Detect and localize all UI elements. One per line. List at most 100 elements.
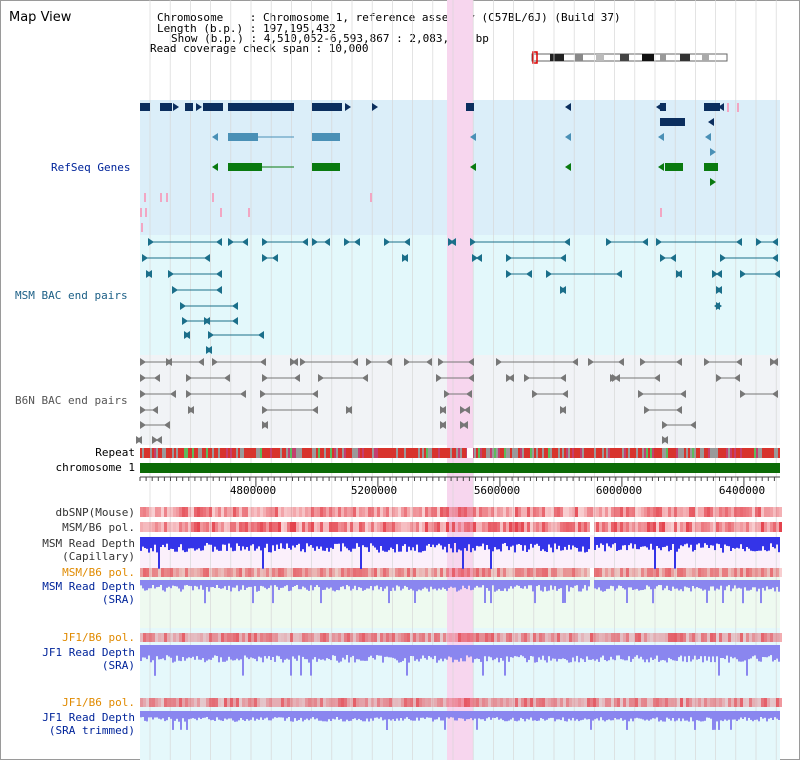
dbsnp-strip [713,507,716,517]
msm-capillary-depth-bar [142,537,144,547]
jf1-trim-depth-bar [142,711,144,717]
jf1-depth-bar [368,645,370,658]
chromosome-ideogram[interactable] [530,51,730,65]
msm-capillary-depth-bar [692,537,694,552]
repeat-segment [722,448,724,458]
msm-sra-depth-bar [324,580,326,590]
dbsnp-strip [620,507,623,517]
jf1-trim-depth-bar [592,711,594,721]
jf1-trim-pol-strip [248,698,251,707]
jf1-trim-depth-bar [398,711,400,721]
refseq-minor-mark [737,103,739,112]
jf1-trim-depth-bar [472,711,474,721]
msm-sra-pol-strip [473,568,476,577]
jf1-depth-bar [584,645,586,662]
msm-pol-strip [476,522,479,532]
jf1-trim-depth-bar [298,711,300,720]
jf1-depth-bar [714,645,716,663]
jf1-pol-strip [398,633,401,642]
msm-sra-depth-bar [514,580,516,587]
refseq-gene [466,103,474,111]
msm-sra-depth-bar [608,580,610,589]
b6n-bac-pair-end [346,406,352,414]
msm-bac-pair-end [660,254,666,262]
jf1-pol-strip [212,633,215,642]
msm-sra-pol-strip [578,568,581,577]
axis-tick-label: 5200000 [351,484,397,497]
msm-capillary-depth-bar [502,537,504,544]
msm-sra-depth-bar [538,580,540,586]
jf1-depth-bar [682,645,684,662]
jf1-trim-pol-strip [779,698,782,707]
msm-sra-depth-bar [706,580,708,603]
track-label-msm-bac[interactable]: MSM BAC end pairs [15,289,128,302]
refseq-gene [312,103,342,111]
jf1-depth-bar [286,645,288,659]
msm-capillary-depth-bar [562,537,564,551]
msm-sra-depth-bar [302,580,304,587]
msm-sra-depth-bar [384,580,386,589]
msm-capillary-depth-bar [594,537,596,550]
track-label-b6n-bac[interactable]: B6N BAC end pairs [15,394,128,407]
jf1-depth-bar [240,645,242,660]
msm-bac-pair-end [384,238,390,246]
repeat-segment [620,448,622,458]
jf1-depth-bar [514,645,516,657]
b6n-bac-pair-end [466,390,472,398]
jf1-trim-depth-bar [614,711,616,718]
msm-capillary-depth-bar [718,537,720,545]
msm-capillary-depth-bar [768,537,770,551]
msm-sra-depth-bar [526,580,528,589]
msm-capillary-depth-bar [662,537,664,548]
jf1-trim-depth-bar [590,711,592,730]
msm-sra-pol-strip [299,568,302,577]
jf1-depth-bar [626,645,628,661]
dbsnp-strip [767,507,770,517]
msm-pol-strip [728,522,731,532]
jf1-trim-pol-strip [203,698,206,707]
jf1-trim-pol-strip [512,698,515,707]
msm-sra-pol-strip [431,568,434,577]
jf1-trim-depth-bar [354,711,356,719]
msm-bac-pair-end [676,270,682,278]
repeat-segment [428,448,430,458]
repeat-segment [318,448,320,458]
track-label-refseq[interactable]: RefSeq Genes [51,161,131,174]
msm-sra-pol-strip [284,568,287,577]
jf1-depth-bar [198,645,200,660]
jf1-depth-bar [200,645,202,660]
msm-capillary-depth-bar [672,537,674,544]
dbsnp-strip [242,507,245,517]
refseq-gene [228,133,258,141]
jf1-pol-strip [329,633,332,642]
jf1-trim-depth-bar [664,711,666,722]
msm-capillary-depth-bar [570,537,572,550]
msm-sra-depth-bar [468,580,470,586]
dbsnp-strip [749,507,752,517]
msm-pol-strip [758,522,761,532]
jf1-trim-depth-bar [150,711,152,718]
jf1-pol-strip [353,633,356,642]
msm-sra-depth-bar [648,580,650,587]
dbsnp-strip [353,507,356,517]
dbsnp-strip [281,507,284,517]
jf1-depth-bar [246,645,248,658]
dbsnp-strip [170,507,173,517]
repeat-segment [450,448,452,458]
msm-sra-depth-bar [386,580,388,587]
msm-capillary-depth-bar [524,537,526,546]
msm-sra-pol-strip [779,568,782,577]
refseq-gene [665,163,683,171]
msm-sra-pol-strip [425,568,428,577]
msm-pol-strip [779,522,782,532]
jf1-trim-depth-bar [482,711,484,720]
jf1-depth-bar [470,645,472,657]
jf1-trim-depth-bar [374,711,376,718]
jf1-trim-pol-strip [458,698,461,707]
b6n-bac-pair-end [312,390,318,398]
repeat-segment [622,448,624,458]
msm-sra-depth-bar [704,580,706,590]
msm-pol-strip [752,522,755,532]
msm-pol-strip [452,522,455,532]
